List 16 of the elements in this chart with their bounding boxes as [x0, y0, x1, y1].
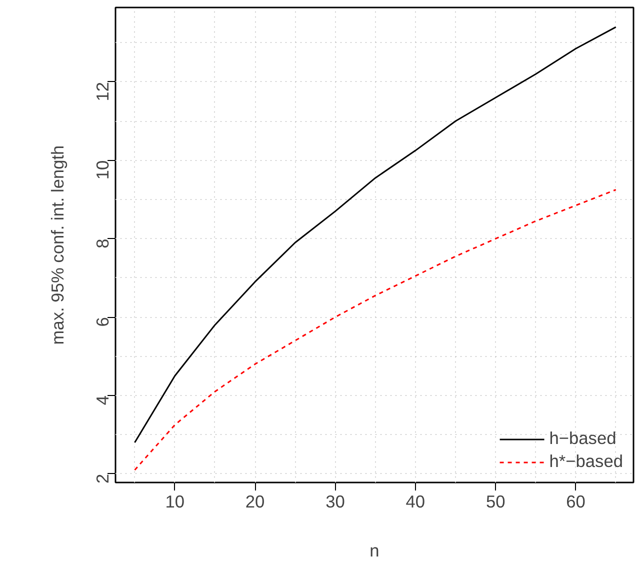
y-tick-label: 2: [92, 474, 112, 484]
y-axis-title: max. 95% conf. int. length: [48, 145, 68, 345]
x-axis-title: n: [370, 540, 380, 560]
y-tick-label: 12: [92, 82, 112, 102]
x-tick-label: 10: [165, 492, 184, 512]
y-tick-label: 6: [92, 317, 112, 327]
x-tick-label: 40: [406, 492, 426, 512]
x-tick-label: 50: [486, 492, 506, 512]
x-tick-label: 20: [245, 492, 265, 512]
y-tick-label: 10: [92, 160, 112, 180]
legend-label: h*−based: [549, 451, 623, 472]
x-tick-label: 60: [566, 492, 586, 512]
legend-label: h−based: [549, 428, 616, 449]
y-tick-label: 8: [92, 238, 112, 248]
x-tick-label: 30: [326, 492, 345, 512]
y-tick-label: 4: [92, 395, 112, 406]
